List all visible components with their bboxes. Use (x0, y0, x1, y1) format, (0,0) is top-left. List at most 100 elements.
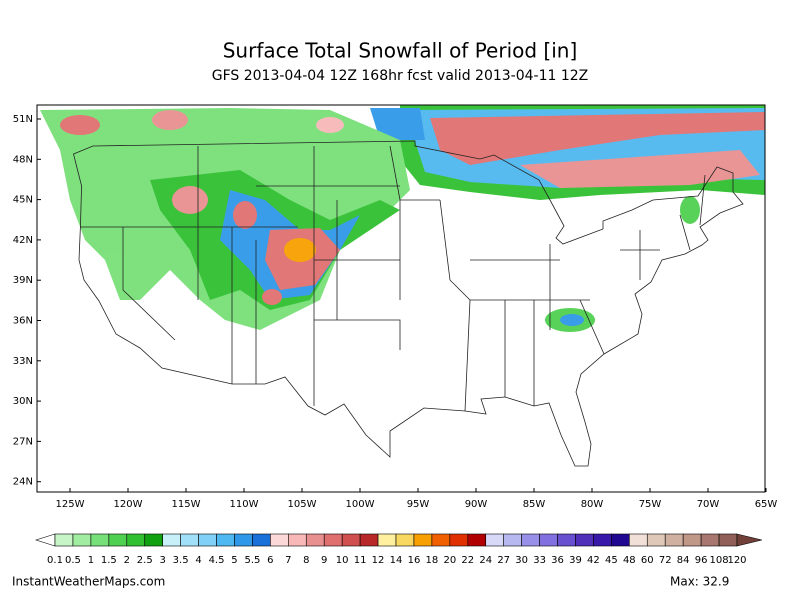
title: Surface Total Snowfall of Period [in] (223, 39, 578, 63)
colorbar-label: 39 (569, 555, 582, 566)
lon-label: 90W (465, 499, 488, 510)
colorbar-segment (126, 533, 146, 547)
colorbar-segment (270, 533, 289, 547)
colorbar-label: 33 (533, 555, 546, 566)
colorbar-label: 4.5 (209, 555, 225, 566)
lat-label: 39N (13, 275, 33, 286)
colorbar-label: 108 (710, 555, 729, 566)
colorbar-segment (575, 533, 594, 547)
lon-label: 115W (172, 499, 201, 510)
colorbar-label: 9 (321, 555, 327, 566)
colorbar-segment (611, 533, 630, 547)
colorbar-segment (54, 533, 74, 547)
colorbar-segment (449, 533, 469, 547)
colorbar-segment (718, 533, 738, 547)
colorbar-label: 14 (390, 555, 403, 566)
colorbar-label: 60 (641, 555, 654, 566)
lon-label: 110W (230, 499, 259, 510)
colorbar-segment (682, 533, 702, 547)
colorbar-label: 36 (551, 555, 564, 566)
colorbar-segment (664, 533, 684, 547)
state-lines (80, 145, 706, 412)
colorbar-segment (646, 533, 666, 547)
colorbar-segment (521, 533, 540, 547)
colorbar-segment (539, 533, 558, 547)
lon-label: 120W (114, 499, 143, 510)
colorbar-label: 48 (623, 555, 636, 566)
colorbar-segment (162, 533, 181, 547)
map-frame (36, 104, 766, 493)
map (36, 104, 766, 493)
colorbar-label: 22 (461, 555, 474, 566)
colorbar-over (736, 533, 763, 547)
colorbar-label: 30 (515, 555, 528, 566)
lat-label: 48N (13, 154, 33, 165)
colorbar-under (35, 533, 56, 547)
colorbar-segment (629, 533, 648, 547)
colorbar-label: 5 (231, 555, 237, 566)
colorbar-label: 120 (727, 555, 746, 566)
lon-label: 105W (288, 499, 317, 510)
colorbar-label: 0.5 (65, 555, 81, 566)
colorbar-segment (288, 533, 307, 547)
colorbar-segment (557, 533, 576, 547)
lon-label: 100W (346, 499, 375, 510)
lon-label: 125W (56, 499, 85, 510)
colorbar-label: 5.5 (244, 555, 260, 566)
colorbar-label: 3.5 (173, 555, 189, 566)
lat-label: 24N (13, 477, 33, 488)
subtitle: GFS 2013-04-04 12Z 168hr fcst valid 2013… (212, 68, 589, 84)
colorbar-segment (377, 533, 397, 547)
colorbar-segment (467, 533, 487, 547)
colorbar-segment (216, 533, 235, 547)
max-label: Max: 32.9 (670, 575, 729, 589)
colorbar-label: 96 (695, 555, 708, 566)
colorbar-label: 10 (336, 555, 349, 566)
colorbar-label: 16 (408, 555, 421, 566)
colorbar-segment (593, 533, 612, 547)
snow-field (40, 105, 765, 332)
colorbar-segment (323, 533, 343, 547)
colorbar-segment (234, 533, 253, 547)
colorbar-label: 11 (354, 555, 367, 566)
colorbar-label: 3 (159, 555, 165, 566)
lon-label: 80W (581, 499, 604, 510)
lat-label: 42N (13, 235, 33, 246)
colorbar-segment (413, 533, 433, 547)
colorbar-segment (305, 533, 325, 547)
lat-label: 30N (13, 396, 33, 407)
colorbar-label: 27 (497, 555, 510, 566)
colorbar-segment (503, 533, 522, 547)
colorbar-label: 1.5 (101, 555, 117, 566)
colorbar-label: 8 (303, 555, 309, 566)
colorbar-segment (431, 533, 451, 547)
colorbar-segment (108, 533, 128, 547)
lon-label: 95W (407, 499, 430, 510)
colorbar-label: 6 (267, 555, 273, 566)
colorbar-segment (180, 533, 199, 547)
colorbar-segment (252, 533, 271, 547)
colorbar-label: 2.5 (137, 555, 153, 566)
lon-label: 70W (697, 499, 720, 510)
colorbar-segment (700, 533, 720, 547)
colorbar-segment (72, 533, 92, 547)
colorbar-label: 2 (124, 555, 130, 566)
colorbar-segment (485, 533, 504, 547)
lat-label: 45N (13, 195, 33, 206)
lon-label: 65W (755, 499, 778, 510)
colorbar-segment (359, 533, 379, 547)
lat-label: 33N (13, 356, 33, 367)
colorbar-label: 45 (605, 555, 618, 566)
colorbar-label: 7 (285, 555, 291, 566)
lat-label: 27N (13, 436, 33, 447)
colorbar-label: 72 (659, 555, 672, 566)
colorbar-segment (90, 533, 110, 547)
colorbar-label: 0.1 (47, 555, 63, 566)
colorbar-label: 84 (677, 555, 690, 566)
colorbar-label: 18 (426, 555, 439, 566)
colorbar-segment (341, 533, 361, 547)
colorbar-label: 4 (195, 555, 201, 566)
colorbar-label: 1 (88, 555, 94, 566)
lon-label: 75W (639, 499, 662, 510)
